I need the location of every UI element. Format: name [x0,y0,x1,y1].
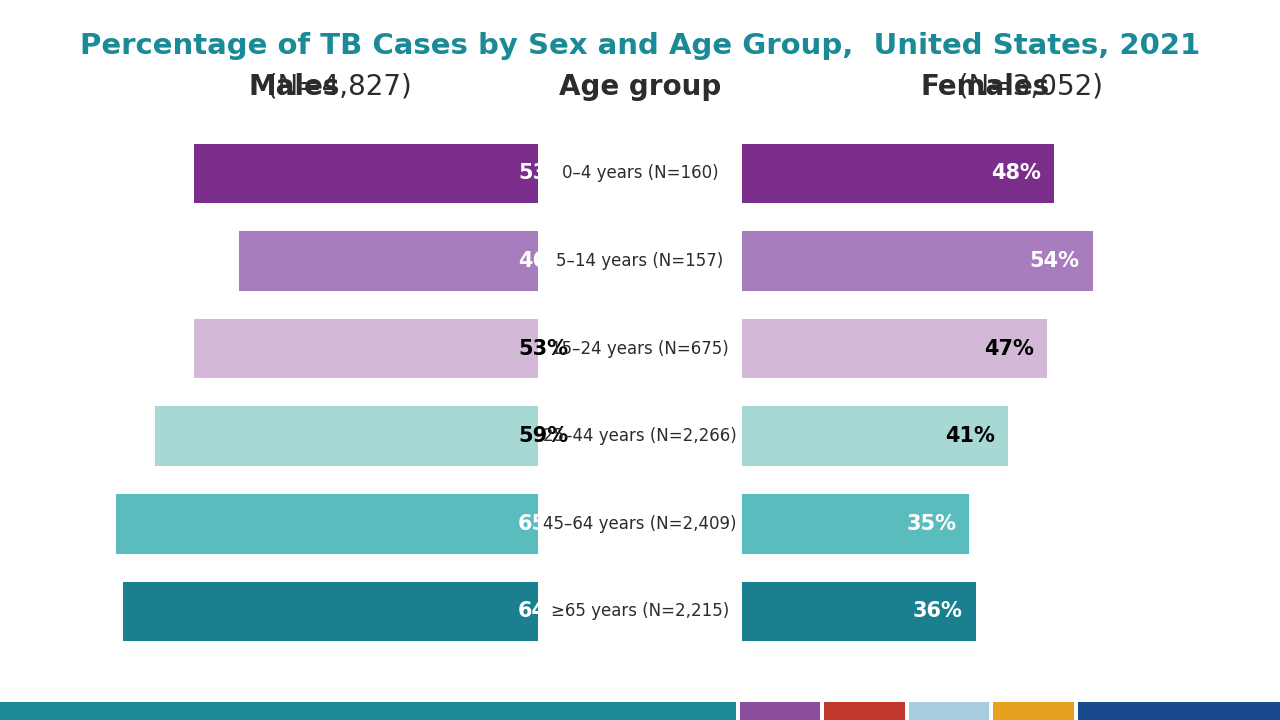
Bar [1078,702,1280,720]
Bar [193,143,538,203]
Text: 36%: 36% [913,601,963,621]
Bar [909,702,989,720]
Bar [742,143,1053,203]
Text: 48%: 48% [991,163,1041,184]
Text: 64%: 64% [518,601,568,621]
Bar [0,702,736,720]
Text: 59%: 59% [518,426,568,446]
Bar [742,494,969,554]
Text: 54%: 54% [1029,251,1079,271]
Bar [116,494,538,554]
Bar [155,406,538,466]
Text: 53%: 53% [518,338,568,359]
Bar [193,319,538,379]
Bar [742,582,975,642]
Text: (N=3,052): (N=3,052) [869,73,1102,101]
Bar [740,702,820,720]
Text: Females: Females [922,73,1050,101]
Text: 41%: 41% [946,426,996,446]
Text: 45–64 years (N=2,409): 45–64 years (N=2,409) [543,515,737,533]
Bar [824,702,905,720]
Bar [993,702,1074,720]
Text: 5–14 years (N=157): 5–14 years (N=157) [557,252,723,270]
Text: Males: Males [248,73,340,101]
Text: 53%: 53% [518,163,568,184]
Bar [742,406,1009,466]
Text: 47%: 47% [984,338,1034,359]
Text: ≥65 years (N=2,215): ≥65 years (N=2,215) [550,603,730,621]
Text: 35%: 35% [906,514,956,534]
Bar [742,319,1047,379]
Bar [742,231,1093,291]
Text: Age group: Age group [559,73,721,101]
Text: 15–24 years (N=675): 15–24 years (N=675) [552,340,728,358]
Text: 0–4 years (N=160): 0–4 years (N=160) [562,164,718,182]
Bar [123,582,538,642]
Bar [239,231,538,291]
Text: (N=4,827): (N=4,827) [178,73,411,101]
Text: 65%: 65% [518,514,568,534]
Text: 46%: 46% [518,251,568,271]
Text: Percentage of TB Cases by Sex and Age Group,  United States, 2021: Percentage of TB Cases by Sex and Age Gr… [79,32,1201,60]
Text: 25–44 years (N=2,266): 25–44 years (N=2,266) [543,427,737,445]
